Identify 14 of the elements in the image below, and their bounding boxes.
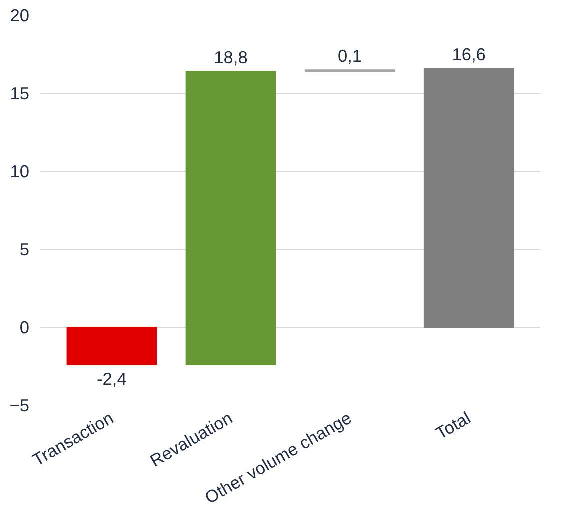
data-label: 16,6 [452,44,486,65]
data-label: 0,1 [338,46,362,66]
y-tick-label: 20 [10,6,30,26]
y-tick-label: −5 [10,396,30,416]
bar [66,327,158,366]
bar [186,71,276,366]
y-tick-label: 5 [20,240,30,260]
y-tick-label: 15 [10,84,30,104]
data-label: -2,4 [97,368,128,389]
bar [424,68,514,328]
y-tick-label: 0 [20,318,30,338]
data-label: 18,8 [214,48,248,68]
y-tick-label: 10 [10,162,30,182]
x-tick-label: Total [432,408,474,444]
